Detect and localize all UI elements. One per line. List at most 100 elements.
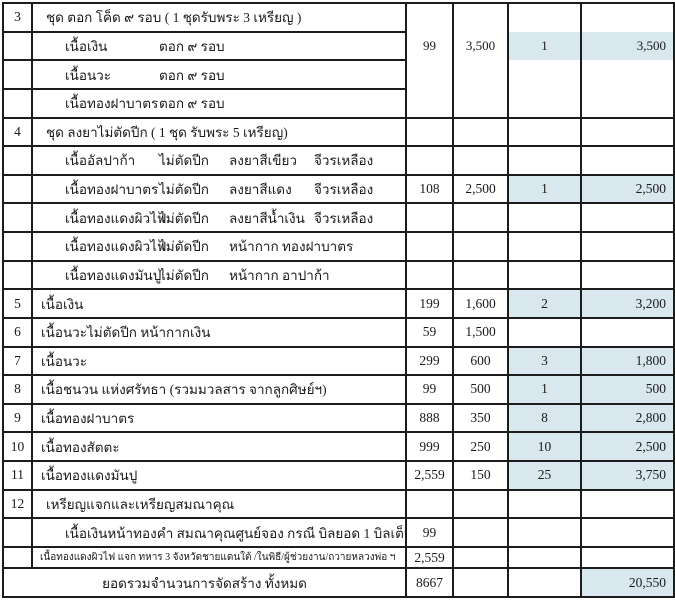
row-no-cell: 8 (2, 374, 33, 405)
desc-cell: เนื้อเงินหน้าทองคำ สมณาคุณศูนย์จอง กรณี … (31, 517, 407, 548)
desc-cell: เนื้อทองแดงผิวไฟ ไม่ตัดปีก หน้ากาก ทองฝาบา… (31, 231, 407, 262)
made-qty-cell (405, 231, 454, 262)
material-label: เนื้อเงิน (65, 38, 108, 54)
table-row: 5 เนื้อเงิน 199 1,600 2 3,200 (2, 288, 675, 319)
order-total-cell (580, 517, 675, 548)
detail-label: ลงยาสีเขียว (229, 153, 297, 169)
price-cell: 600 (452, 345, 509, 377)
material-label: เนื้อทองฝาบาตร (65, 182, 159, 198)
section4-item-row: เนื้อทองฝาบาตร ไม่ตัดปีก ลงยาสีแดง จีวรเหลื… (2, 173, 675, 205)
grand-total-row: ยอดรวมจำนวนการจัดสร้าง ทั้งหมด 8667 20,5… (2, 567, 675, 598)
table-row: 6 เนื้อนวะไม่ตัดปีก หน้ากากเงิน 59 1,500 (2, 316, 675, 348)
row-no-cell (2, 30, 33, 62)
row-no-cell: 5 (2, 288, 33, 319)
section12-item-row: เนื้อเงินหน้าทองคำ สมณาคุณศูนย์จอง กรณี … (2, 517, 675, 548)
order-total-cell (580, 145, 675, 176)
made-qty-cell: 108 (405, 173, 454, 205)
section-title-cell: ชุด ลงยาไม่ตัดปีก ( 1 ชุด รับพระ 5 เหรีย… (31, 116, 407, 148)
order-total-cell (580, 259, 675, 291)
row-no-cell: 6 (2, 316, 33, 348)
made-qty-cell: 199 (405, 288, 454, 319)
order-total-cell: 3,200 (580, 288, 675, 319)
order-qty-cell (507, 567, 582, 598)
section3-item-row: เนื้อทองฝาบาตร ตอก ๙ รอบ (2, 87, 674, 119)
material-label: เนื้อเงินหน้าทองคำ สมณาคุณศูนย์จอง กรณี … (65, 525, 406, 541)
price-cell: 250 (452, 431, 509, 462)
section-title-cell: เหรียญแจกและเหรียญสมณาคุณ (31, 488, 407, 520)
price-cell (452, 488, 509, 520)
price-cell: 350 (452, 402, 509, 434)
detail-label: ไม่ตัดปีก (159, 267, 209, 283)
order-qty-cell: 8 (507, 402, 582, 434)
detail-label: หน้ากาก ทองฝาบาตร (229, 239, 354, 255)
row-no-cell: 9 (2, 402, 33, 434)
made-qty-cell (405, 116, 454, 148)
order-total-cell: 2,800 (580, 402, 675, 434)
price-cell: 500 (452, 374, 509, 405)
section4-item-row: เนื้อทองแดงผิวไฟ ไม่ตัดปีก หน้ากาก ทองฝาบา… (2, 231, 675, 262)
order-total-cell (580, 231, 675, 262)
order-qty-cell: 3 (507, 345, 582, 377)
desc-cell: เนื้อชนวน แห่งศรัทธา (รวมมวลสาร จากลูกศิ… (31, 374, 407, 405)
made-qty-cell (405, 259, 454, 291)
order-qty-cell (507, 259, 582, 291)
order-total-cell: 2,500 (580, 431, 675, 462)
table-row: 7 เนื้อนวะ 299 600 3 1,800 (2, 345, 675, 377)
order-total-cell: 3,750 (580, 460, 675, 491)
order-qty-cell (507, 488, 582, 520)
made-qty-cell: 299 (405, 345, 454, 377)
section3-item-row: เนื้อเงิน ตอก ๙ รอบ (2, 30, 674, 62)
order-qty-cell: 25 (507, 460, 582, 491)
order-total-cell (580, 116, 675, 148)
material-label: เนื้ออัลปาก้า (65, 153, 136, 169)
price-cell (452, 517, 509, 548)
price-cell (452, 202, 509, 233)
desc-cell: เนื้อเงิน ตอก ๙ รอบ (31, 30, 407, 62)
row-no-cell (2, 545, 33, 570)
desc-cell: เนื้อทองฝาบาตร ตอก ๙ รอบ (31, 87, 407, 119)
row-no-cell (2, 87, 33, 119)
desc-cell: เนื้อนวะ (31, 345, 407, 377)
row-no-cell (2, 59, 33, 90)
grand-total-label-cell: ยอดรวมจำนวนการจัดสร้าง ทั้งหมด (2, 567, 407, 598)
order-qty-cell (507, 202, 582, 233)
order-qty-cell (507, 316, 582, 348)
table-row: 8 เนื้อชนวน แห่งศรัทธา (รวมมวลสาร จากลูก… (2, 374, 675, 405)
row-no-cell: 3 (2, 2, 33, 33)
price-cell (452, 259, 509, 291)
detail-label: ลงยาสีแดง (229, 182, 292, 198)
order-qty-cell (507, 545, 582, 570)
price-cell: 150 (452, 460, 509, 491)
detail-label: หน้ากาก อาปาก้า (229, 267, 330, 283)
price-value: 3,500 (465, 38, 496, 54)
material-label: เนื้อทองแดงผิวไฟ (65, 239, 167, 255)
material-label: เนื้อทองฝาบาตร (65, 96, 159, 112)
order-qty-cell: 2 (507, 288, 582, 319)
made-qty-cell: 99 (405, 2, 454, 119)
detail-label: จีวรเหลือง (314, 210, 374, 226)
made-qty-cell (405, 488, 454, 520)
price-cell (452, 567, 509, 598)
desc-cell: เนื้อทองแดงมันปู (31, 460, 407, 491)
section4-header-row: 4 ชุด ลงยาไม่ตัดปีก ( 1 ชุด รับพระ 5 เหร… (2, 116, 675, 148)
order-qty-cell: 10 (507, 431, 582, 462)
section4-item-row: เนื้อทองแดงผิวไฟ ไม่ตัดปีก ลงยาสีน้ำเงิน จี… (2, 202, 675, 233)
detail-label: ตอก ๙ รอบ (159, 96, 225, 112)
made-qty-cell: 2,559 (405, 545, 454, 570)
section12-header-row: 12 เหรียญแจกและเหรียญสมณาคุณ (2, 488, 675, 520)
desc-cell: เนื้อนวะ ตอก ๙ รอบ (31, 59, 407, 90)
order-total-cell: 1,800 (580, 345, 675, 377)
detail-label: ไม่ตัดปีก (159, 210, 209, 226)
price-cell: 2,500 (452, 173, 509, 205)
row-no-cell: 12 (2, 488, 33, 520)
price-cell (452, 145, 509, 176)
table-row: 9 เนื้อทองฝาบาตร 888 350 8 2,800 (2, 402, 675, 434)
made-qty-cell: 2,559 (405, 460, 454, 491)
detail-label: ไม่ตัดปีก (159, 182, 209, 198)
desc-cell: เนื้อนวะไม่ตัดปีก หน้ากากเงิน (31, 316, 407, 348)
order-qty-value: 1 (510, 32, 579, 61)
desc-cell: เนื้อทองสัตตะ (31, 431, 407, 462)
detail-label: ตอก ๙ รอบ (159, 67, 225, 83)
material-label: เนื้อทองแดงมันปู (65, 267, 162, 283)
